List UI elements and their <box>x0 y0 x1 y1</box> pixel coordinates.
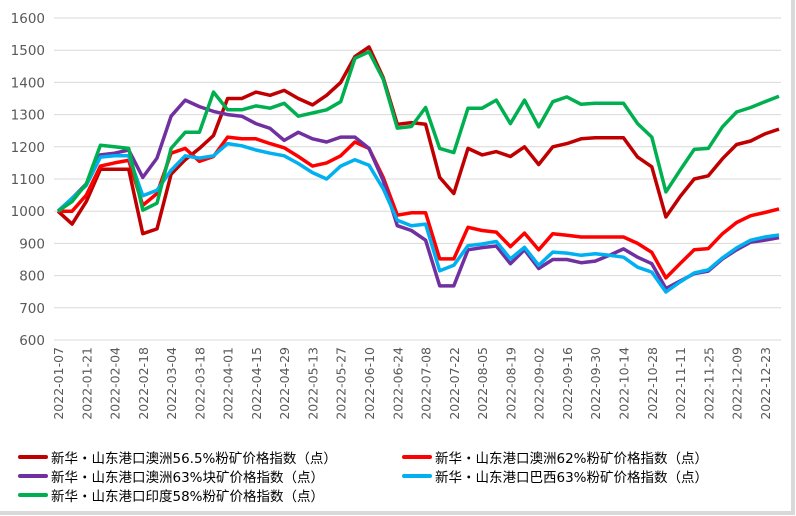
legend-item-series-1: 新华・山东港口澳洲62%粉矿价格指数（点） <box>402 447 708 467</box>
legend-item-series-2: 新华・山东港口澳洲63%块矿价格指数（点） <box>18 466 324 486</box>
x-tick-label: 2022-08-05 <box>475 347 490 420</box>
x-tick-label: 2022-09-02 <box>532 347 547 420</box>
x-tick-label: 2022-06-24 <box>390 347 405 420</box>
x-tick-label: 2022-01-07 <box>51 347 66 420</box>
legend-label-1: 新华・山东港口澳洲62%粉矿价格指数（点） <box>435 451 709 467</box>
x-tick-label: 2022-07-08 <box>419 347 434 420</box>
x-tick-label: 2022-08-19 <box>503 347 518 420</box>
y-tick-label: 1300 <box>11 108 45 124</box>
y-tick-label: 1200 <box>11 140 45 156</box>
series-line-0 <box>56 45 780 236</box>
legend-label-4: 新华・山东港口印度58%粉矿价格指数（点） <box>51 489 325 505</box>
x-tick-label: 2022-04-01 <box>221 347 236 420</box>
x-tick-label: 2022-04-29 <box>277 347 292 420</box>
x-tick-label: 2022-10-14 <box>616 347 631 420</box>
x-tick-label: 2022-02-18 <box>136 347 151 420</box>
series-line-3 <box>56 141 780 294</box>
y-tick-label: 700 <box>19 301 45 317</box>
x-tick-label: 2022-09-30 <box>588 347 603 420</box>
y-tick-label: 600 <box>19 333 45 349</box>
series-line-4 <box>57 50 780 213</box>
legend-swatch-0 <box>18 455 48 459</box>
legend-swatch-4 <box>18 493 48 497</box>
legend-label-3: 新华・山东港口巴西63%粉矿价格指数（点） <box>435 470 709 486</box>
x-tick-label: 2022-12-09 <box>730 347 745 420</box>
x-tick-label: 2022-01-21 <box>79 347 94 420</box>
y-tick-label: 800 <box>19 269 45 285</box>
y-tick-label: 1400 <box>11 75 45 91</box>
x-tick-label: 2022-02-04 <box>108 347 123 420</box>
x-tick-label: 2022-04-15 <box>249 347 264 420</box>
legend-label-0: 新华・山东港口澳洲56.5%粉矿价格指数（点） <box>51 451 337 467</box>
x-tick-label: 2022-12-23 <box>758 347 773 420</box>
y-tick-label: 1100 <box>11 172 45 188</box>
series-line-1 <box>58 135 780 280</box>
series-line-2 <box>56 98 780 291</box>
y-tick-label: 900 <box>19 236 45 252</box>
y-tick-label: 1000 <box>11 204 45 220</box>
y-tick-label: 1500 <box>11 43 45 59</box>
x-tick-label: 2022-11-11 <box>673 347 688 420</box>
x-tick-label: 2022-03-18 <box>192 347 207 420</box>
legend-item-series-4: 新华・山东港口印度58%粉矿价格指数（点） <box>18 485 324 505</box>
x-tick-label: 2022-07-22 <box>447 347 462 420</box>
legend-swatch-1 <box>402 455 432 459</box>
legend-swatch-2 <box>18 474 48 478</box>
x-tick-label: 2022-05-27 <box>334 347 349 420</box>
y-tick-label: 1600 <box>11 11 45 27</box>
x-tick-label: 2022-11-25 <box>701 347 716 420</box>
x-tick-label: 2022-09-16 <box>560 347 575 420</box>
legend-item-series-3: 新华・山东港口巴西63%粉矿价格指数（点） <box>402 466 708 486</box>
legend-item-series-0: 新华・山东港口澳洲56.5%粉矿价格指数（点） <box>18 447 337 467</box>
x-tick-label: 2022-03-04 <box>164 347 179 420</box>
legend-swatch-3 <box>402 474 432 478</box>
x-tick-label: 2022-05-13 <box>305 347 320 420</box>
x-tick-label: 2022-06-10 <box>362 347 377 420</box>
x-tick-label: 2022-10-28 <box>645 347 660 420</box>
legend-label-2: 新华・山东港口澳洲63%块矿价格指数（点） <box>51 470 325 486</box>
